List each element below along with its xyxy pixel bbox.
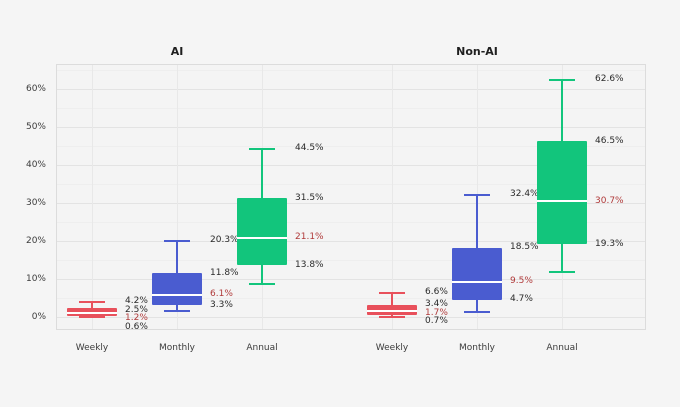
median-value-label: 30.7% (595, 195, 624, 206)
major-gridline (57, 165, 645, 167)
whisker-cap-low (164, 310, 190, 313)
minor-gridline (57, 146, 645, 148)
median-value-label: 21.1% (295, 232, 324, 243)
box-value-label: 62.6% (595, 74, 624, 85)
x-tick-label: Weekly (375, 343, 409, 353)
box-iqr (152, 273, 202, 306)
major-gridline (57, 317, 645, 319)
whisker-cap-high (464, 193, 490, 196)
median-value-label: 6.1% (210, 289, 233, 300)
whisker-cap-high (249, 147, 275, 150)
whisker-cap-low (379, 316, 405, 319)
median-line (237, 236, 287, 239)
box-iqr (452, 247, 502, 300)
median-value-label: 1.7% (425, 307, 448, 318)
box-iqr (67, 308, 117, 316)
box-value-label: 4.2% (125, 296, 148, 307)
box-value-label: 0.6% (125, 321, 148, 332)
x-tick-label: Annual (246, 343, 278, 353)
major-gridline (57, 203, 645, 205)
box-value-label: 44.5% (295, 143, 324, 154)
box-value-label: 3.3% (210, 299, 233, 310)
whisker-cap-high (549, 78, 575, 81)
minor-gridline (57, 222, 645, 224)
minor-gridline (57, 184, 645, 186)
median-value-label: 1.2% (125, 313, 148, 324)
box-iqr (537, 141, 587, 245)
category-gridline (391, 65, 393, 329)
minor-gridline (57, 298, 645, 300)
x-tick-label: Weekly (75, 343, 109, 353)
box-value-label: 3.4% (425, 299, 448, 310)
median-line (537, 200, 587, 203)
panel-title-ai: AI (170, 45, 184, 58)
major-gridline (57, 241, 645, 243)
whisker-cap-low (79, 316, 105, 319)
box-iqr (367, 304, 417, 316)
median-value-label: 9.5% (510, 276, 533, 287)
major-gridline (57, 127, 645, 129)
box-value-label: 18.5% (510, 242, 539, 253)
whisker-cap-low (549, 271, 575, 274)
box-value-label: 32.4% (510, 189, 539, 200)
box-value-label: 6.6% (425, 287, 448, 298)
box-value-label: 4.7% (510, 294, 533, 305)
median-line (367, 310, 417, 313)
major-gridline (57, 279, 645, 281)
median-line (452, 280, 502, 283)
whisker-cap-high (79, 300, 105, 303)
box-value-label: 2.5% (125, 304, 148, 315)
minor-gridline (57, 108, 645, 110)
whisker-cap-low (249, 282, 275, 285)
category-gridline (176, 65, 178, 329)
box-value-label: 46.5% (595, 135, 624, 146)
x-tick-label: Monthly (158, 343, 196, 353)
minor-gridline (57, 70, 645, 72)
y-tick-label: 60% (25, 84, 46, 95)
y-tick-label: 30% (25, 198, 46, 209)
box-value-label: 13.8% (295, 259, 324, 270)
major-gridline (57, 89, 645, 91)
category-gridline (91, 65, 93, 329)
whisker-cap-high (379, 291, 405, 294)
box-value-label: 0.7% (425, 316, 448, 327)
y-tick-label: 20% (25, 236, 46, 247)
median-line (152, 293, 202, 296)
minor-gridline (57, 260, 645, 262)
box-value-label: 20.3% (210, 235, 239, 246)
whisker-cap-high (164, 239, 190, 242)
y-tick-label: 10% (25, 274, 46, 285)
y-tick-label: 40% (25, 160, 46, 171)
box-value-label: 11.8% (210, 267, 239, 278)
whisker-cap-low (464, 311, 490, 314)
x-tick-label: Annual (546, 343, 578, 353)
box-value-label: 19.3% (595, 239, 624, 249)
x-tick-label: Monthly (458, 343, 496, 353)
panel-title-non-ai: Non-AI (456, 45, 498, 58)
median-line (67, 312, 117, 315)
y-tick-label: 50% (25, 122, 46, 133)
y-tick-label: 0% (31, 312, 46, 323)
box-value-label: 31.5% (295, 192, 324, 203)
box-iqr (237, 198, 287, 266)
